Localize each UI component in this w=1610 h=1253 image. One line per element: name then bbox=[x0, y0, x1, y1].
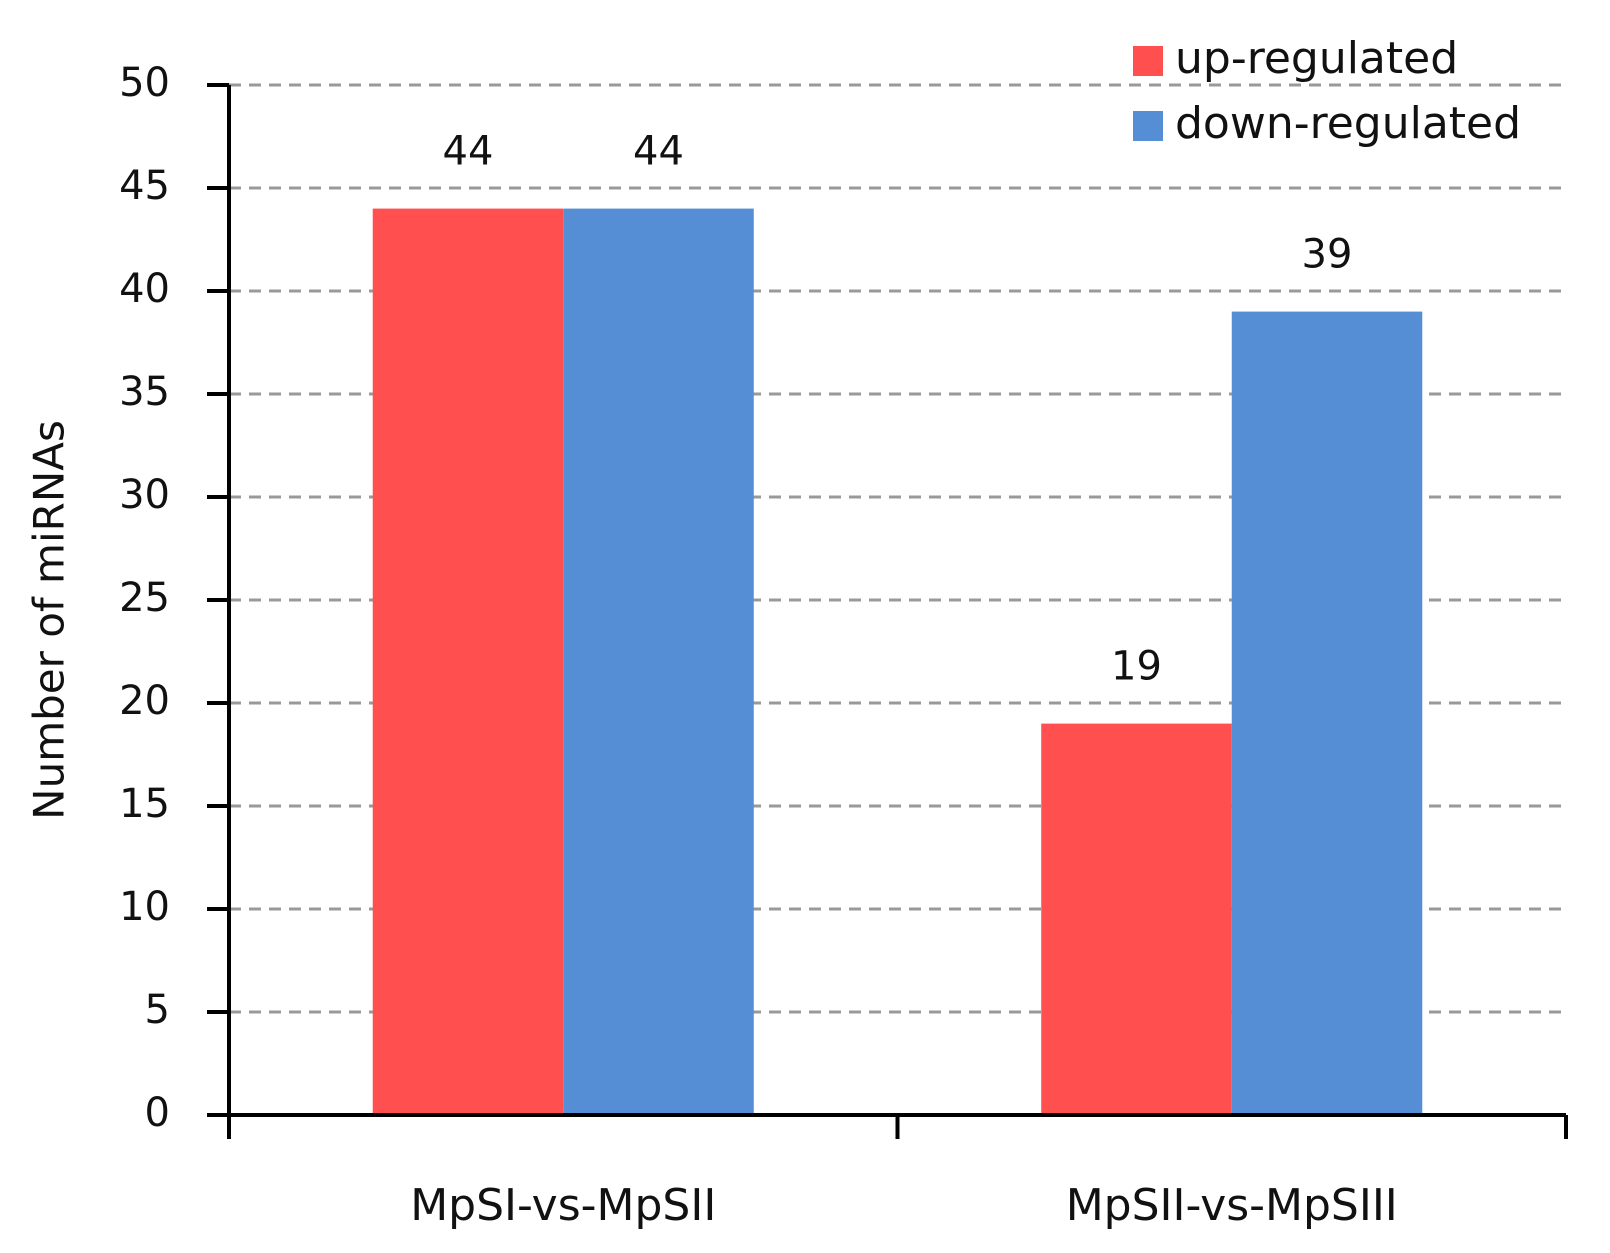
y-axis-label: Number of miRNAs bbox=[25, 420, 74, 820]
y-tick-label: 35 bbox=[119, 369, 170, 415]
x-tick-label: MpSI-vs-MpSII bbox=[410, 1180, 716, 1231]
bar bbox=[563, 208, 754, 1116]
bar bbox=[1041, 723, 1232, 1115]
y-tick-label: 5 bbox=[145, 987, 170, 1033]
legend-swatch bbox=[1133, 111, 1163, 141]
value-label: 19 bbox=[1111, 644, 1162, 690]
value-label: 39 bbox=[1302, 232, 1353, 278]
y-tick-label: 25 bbox=[119, 575, 170, 621]
y-tick-label: 10 bbox=[119, 884, 170, 930]
legend-swatch bbox=[1133, 46, 1163, 76]
y-tick-label: 50 bbox=[119, 60, 170, 106]
value-label: 44 bbox=[443, 129, 494, 175]
legend-label: down-regulated bbox=[1175, 98, 1521, 149]
y-tick-label: 45 bbox=[119, 163, 170, 209]
value-label: 44 bbox=[633, 129, 684, 175]
y-tick-label: 20 bbox=[119, 678, 170, 724]
legend-label: up-regulated bbox=[1175, 33, 1458, 84]
y-tick-label: 0 bbox=[145, 1090, 170, 1136]
y-tick-label: 40 bbox=[119, 266, 170, 312]
bar bbox=[372, 208, 564, 1116]
x-tick-label: MpSII-vs-MpSIII bbox=[1066, 1180, 1398, 1231]
bar bbox=[1231, 311, 1423, 1116]
y-tick-label: 30 bbox=[119, 472, 170, 518]
y-tick-label: 15 bbox=[119, 781, 170, 827]
